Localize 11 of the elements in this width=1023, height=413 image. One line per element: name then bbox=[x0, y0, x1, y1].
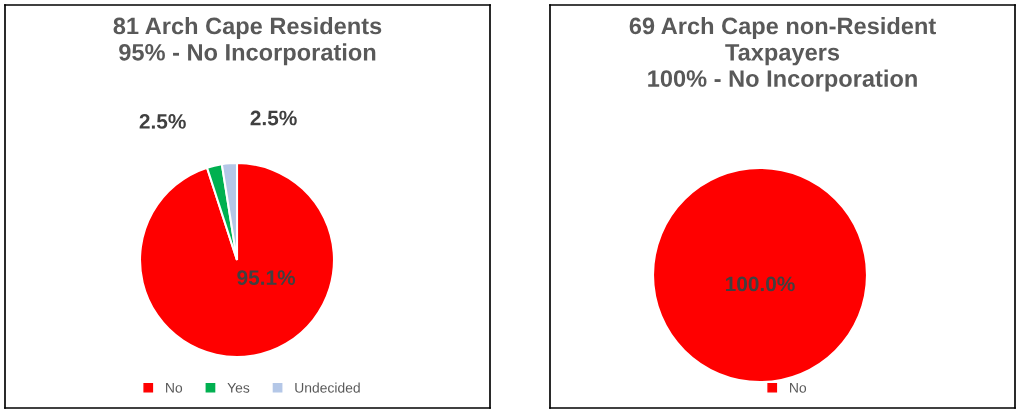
data-label: 2.5% bbox=[250, 110, 297, 126]
data-label: 100.0% bbox=[725, 276, 795, 292]
data-label: 2.5% bbox=[139, 114, 186, 129]
chart-title: 69 Arch Cape non-Resident Taxpayers 100% - No Incorporation bbox=[629, 17, 936, 92]
legend-label: No bbox=[790, 383, 807, 393]
legend-label: Yes bbox=[227, 383, 250, 393]
legend-label: Undecided bbox=[295, 382, 360, 393]
legend-label: No bbox=[166, 383, 183, 393]
data-label: 95.1% bbox=[237, 270, 296, 285]
chart-title: 81 Arch Cape Residents 95% - No Incorporation bbox=[113, 17, 382, 66]
pie-slice bbox=[138, 161, 336, 359]
